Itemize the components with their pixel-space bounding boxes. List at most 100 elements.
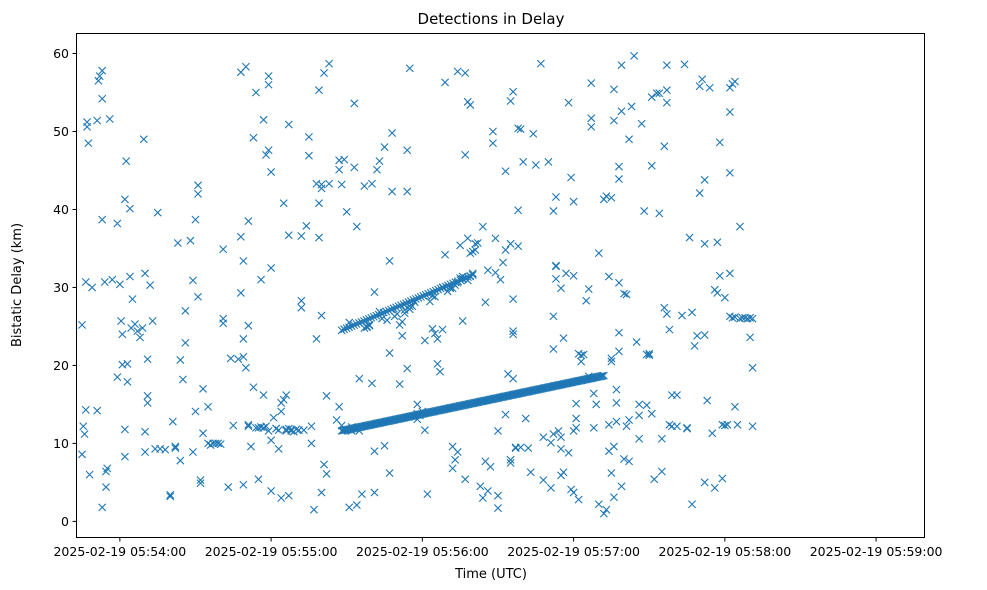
data-point (350, 321, 359, 330)
data-point (665, 420, 674, 429)
data-point (609, 442, 618, 451)
data-point (549, 312, 558, 321)
data-point (304, 151, 313, 160)
data-point (204, 402, 213, 411)
data-point (592, 400, 601, 409)
data-point (524, 444, 533, 453)
data-point (136, 333, 145, 342)
data-point (254, 475, 263, 484)
data-point (352, 501, 361, 510)
data-point (529, 129, 538, 138)
data-point (120, 452, 129, 461)
data-point (113, 219, 122, 228)
data-point (267, 263, 276, 272)
data-point (199, 384, 208, 393)
data-point (98, 66, 107, 75)
data-point (188, 276, 197, 285)
data-point (678, 311, 686, 320)
data-point (574, 349, 583, 358)
data-point (607, 193, 616, 202)
data-point (85, 470, 94, 479)
data-point (554, 426, 563, 435)
data-point (176, 355, 185, 364)
data-point (394, 302, 403, 311)
data-point (584, 285, 593, 293)
data-point (430, 329, 439, 338)
data-point (284, 231, 293, 240)
data-point (307, 439, 316, 448)
data-point (194, 292, 202, 301)
data-point (471, 246, 480, 255)
data-point (748, 363, 757, 372)
data-point (715, 138, 724, 147)
data-point (594, 249, 603, 258)
data-point (350, 163, 359, 172)
data-point (602, 505, 611, 514)
data-point (81, 278, 90, 286)
data-point (274, 426, 283, 435)
data-point (325, 59, 334, 68)
data-point (377, 309, 386, 318)
data-point (491, 234, 500, 243)
data-point (441, 78, 450, 87)
data-point (617, 107, 626, 116)
data-point (171, 442, 180, 451)
data-point (725, 168, 734, 177)
data-point (614, 162, 623, 171)
data-point (399, 300, 408, 309)
data-point (367, 379, 376, 388)
data-point (569, 488, 578, 497)
data-point (607, 357, 616, 366)
data-point (320, 460, 329, 469)
data-point (420, 336, 429, 345)
data-point (519, 157, 528, 166)
data-point (146, 281, 155, 290)
data-point (224, 483, 233, 492)
data-point (599, 509, 608, 518)
data-point (279, 395, 288, 404)
data-point (599, 371, 608, 380)
data-point (557, 444, 565, 453)
data-point (196, 479, 205, 488)
data-point (695, 189, 704, 198)
data-point (587, 122, 596, 131)
data-point (117, 316, 126, 325)
data-point (612, 417, 621, 426)
data-point (143, 391, 152, 400)
data-point (388, 129, 397, 138)
data-point (708, 429, 717, 438)
data-point (102, 483, 110, 492)
data-point (143, 398, 152, 407)
data-point (161, 445, 170, 454)
data-point (557, 284, 565, 293)
data-point (625, 416, 634, 425)
data-point (257, 423, 266, 432)
data-point (657, 467, 666, 476)
data-point (604, 420, 613, 429)
data-point (662, 309, 671, 318)
data-point (683, 423, 692, 432)
data-point (551, 262, 560, 271)
data-point (120, 195, 129, 204)
data-point (461, 150, 470, 159)
data-point (509, 374, 518, 383)
plot-frame (76, 33, 925, 538)
data-point (655, 209, 664, 218)
data-point (441, 250, 450, 259)
data-point (80, 430, 89, 439)
data-point (451, 278, 460, 287)
data-point (120, 425, 129, 434)
data-point (141, 448, 150, 456)
data-point (572, 399, 581, 408)
data-point (143, 355, 152, 364)
y-tick-label: 10 (53, 436, 69, 451)
data-point (284, 120, 293, 129)
data-point (267, 487, 276, 495)
data-point (577, 351, 586, 360)
data-point (700, 239, 709, 248)
data-point (635, 434, 644, 443)
data-point (369, 312, 378, 321)
data-point (380, 441, 389, 450)
data-point (196, 476, 205, 485)
data-point (337, 326, 346, 335)
